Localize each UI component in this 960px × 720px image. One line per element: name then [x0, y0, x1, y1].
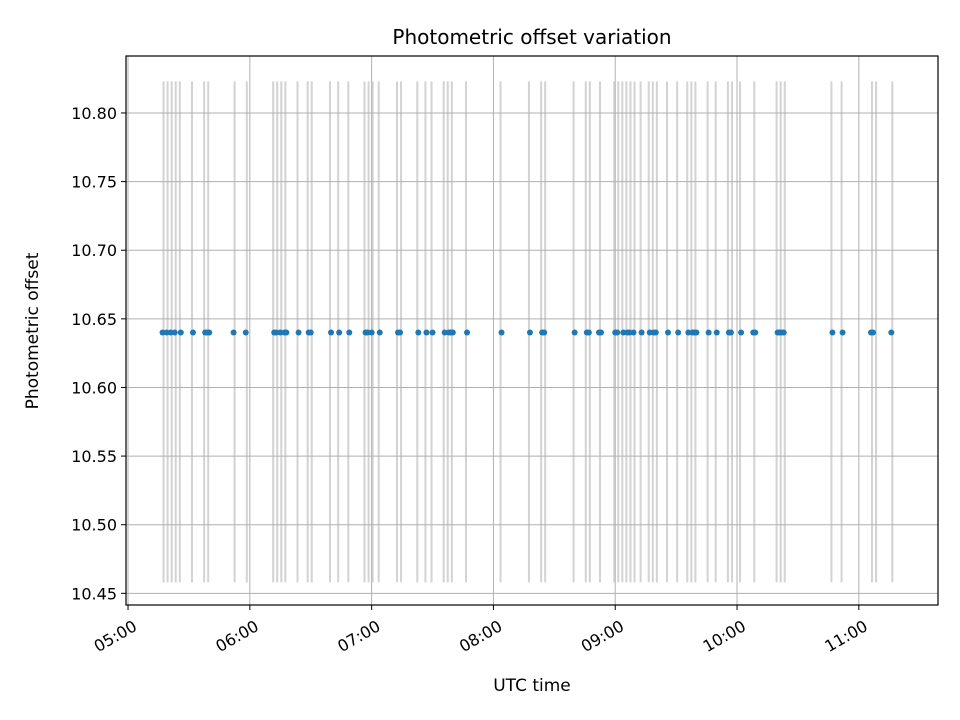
y-axis-label: Photometric offset: [23, 252, 43, 409]
data-point: [295, 329, 302, 336]
data-point: [189, 329, 196, 336]
data-point: [307, 329, 314, 336]
data-point: [713, 329, 720, 336]
data-point: [839, 329, 846, 336]
data-point: [705, 329, 712, 336]
data-point: [171, 329, 178, 336]
data-point: [368, 329, 375, 336]
data-point: [598, 329, 605, 336]
data-point: [652, 329, 659, 336]
data-point: [346, 329, 353, 336]
plot-frame: [125, 55, 939, 606]
chart-title: Photometric offset variation: [392, 25, 671, 49]
y-tick-label: 10.70: [71, 241, 117, 260]
data-point: [870, 329, 877, 336]
data-point: [665, 329, 672, 336]
data-point: [283, 329, 290, 336]
data-point: [206, 329, 213, 336]
data-point: [738, 329, 745, 336]
y-tick-label: 10.65: [71, 310, 117, 329]
y-tick-label: 10.80: [71, 104, 117, 123]
data-point: [571, 329, 578, 336]
shaded-band: [875, 81, 878, 583]
data-point: [242, 329, 249, 336]
data-point: [752, 329, 759, 336]
y-tick-label: 10.75: [71, 173, 117, 192]
data-point: [423, 329, 430, 336]
data-point: [429, 329, 436, 336]
data-point: [614, 329, 621, 336]
grid-lines: [126, 56, 938, 605]
data-point: [638, 329, 645, 336]
y-tick-label: 10.55: [71, 447, 117, 466]
data-point: [415, 329, 422, 336]
data-point: [230, 329, 237, 336]
data-point: [693, 329, 700, 336]
data-point: [526, 329, 533, 336]
data-point: [541, 329, 548, 336]
data-point: [376, 329, 383, 336]
data-point: [888, 329, 895, 336]
data-point: [449, 329, 456, 336]
data-point: [675, 329, 682, 336]
data-point: [397, 329, 404, 336]
y-tick-label: 10.50: [71, 516, 117, 535]
data-point: [336, 329, 343, 336]
x-axis-label: UTC time: [493, 676, 571, 696]
data-point: [177, 329, 184, 336]
data-point: [585, 329, 592, 336]
y-tick-label: 10.60: [71, 378, 117, 397]
data-point: [780, 329, 787, 336]
data-point: [328, 329, 335, 336]
data-point: [630, 329, 637, 336]
data-point: [464, 329, 471, 336]
data-points: [159, 329, 895, 336]
data-point: [829, 329, 836, 336]
data-point: [727, 329, 734, 336]
data-point: [498, 329, 505, 336]
y-axis-ticks: 10.45 10.50 10.55 10.60 10.65 10.70 10.75 10.80: [71, 104, 126, 603]
y-tick-label: 10.45: [71, 584, 117, 603]
